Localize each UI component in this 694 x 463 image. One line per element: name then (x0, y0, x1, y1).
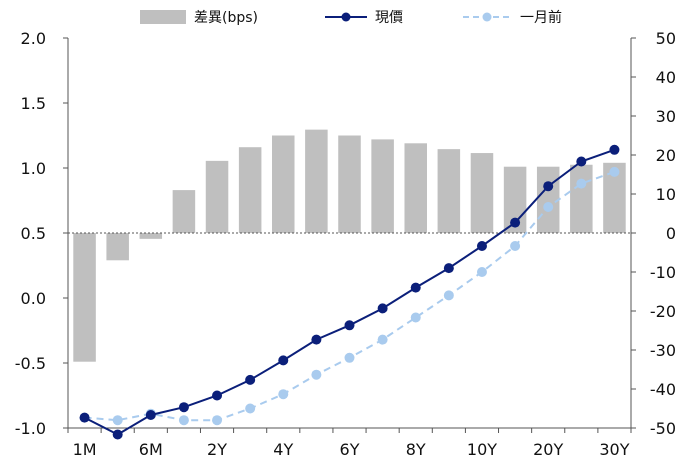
legend-label-current: 現價 (375, 9, 403, 26)
legend: 差異(bps) 現價 一月前 (140, 9, 562, 26)
x-tick-label: 8Y (406, 440, 426, 459)
current-point-6Y (344, 320, 355, 331)
legend-label-bar: 差異(bps) (194, 10, 258, 26)
current-point-1Y (178, 402, 189, 413)
bar-5Y (305, 129, 328, 233)
axes: -1.0 -0.5 0.0 0.5 1.0 1.5 2.0 -50 -40 -30 -20 -10 0 1… (15, 29, 676, 459)
prior-month-point-6Y (344, 352, 355, 363)
current-point-30Y (609, 144, 620, 155)
bar-8Y (404, 143, 427, 233)
legend-label-prior: 一月前 (520, 9, 562, 26)
current-point-10Y (476, 241, 487, 251)
line-series (79, 144, 620, 440)
prior-month-point-2Y (212, 415, 223, 426)
current-point-15Y (510, 217, 521, 228)
prior-month-point-10Y (476, 267, 487, 277)
prior-month-point-7Y (377, 334, 388, 345)
current-point-2Y (212, 390, 223, 401)
current-point-7Y (377, 303, 388, 314)
right-tick-label: 10 (656, 185, 676, 204)
legend-swatch-bar (140, 10, 186, 24)
current-point-1M (79, 412, 90, 423)
current-point-20Y (543, 181, 554, 192)
bar-30Y (603, 162, 626, 233)
current-point-3M (112, 429, 123, 440)
right-tick-label: 0 (666, 224, 676, 243)
bar-2Y (205, 160, 229, 233)
bar-3M (106, 233, 129, 261)
right-tick-label: -40 (650, 380, 676, 399)
prior-month-point-4Y (278, 389, 289, 400)
bar-6Y (338, 135, 361, 233)
right-tick-label: 30 (656, 107, 676, 126)
left-tick-label: 1.5 (21, 94, 46, 113)
x-tick-label: 20Y (533, 440, 563, 459)
bar-10Y (470, 153, 494, 233)
right-tick-label: -30 (650, 341, 676, 360)
prior-month-point-30Y (609, 166, 620, 177)
prior-month-point-15Y (510, 241, 521, 251)
bar-3Y (238, 147, 262, 233)
prior-month-point-25Y (576, 178, 587, 189)
current-point-9Y (443, 263, 454, 274)
right-tick-label: -10 (650, 263, 676, 282)
legend-swatch-prior-marker (482, 12, 492, 22)
bar-series (73, 129, 626, 362)
prior-month-point-1Y (178, 415, 189, 426)
right-tick-label: 20 (656, 146, 676, 165)
bar-1Y (172, 190, 196, 233)
current-point-6M (145, 410, 156, 420)
current-point-5Y (311, 334, 322, 345)
bar-6M (139, 233, 163, 239)
prior-month-point-5Y (311, 369, 322, 380)
left-tick-label: -1.0 (15, 419, 46, 438)
bar-1M (73, 233, 96, 362)
left-tick-label: 1.0 (21, 159, 46, 178)
bar-25Y (570, 164, 593, 233)
x-tick-label: 6M (139, 440, 163, 459)
right-tick-label: 50 (656, 29, 676, 48)
left-tick-label: 0.0 (21, 289, 46, 308)
legend-swatch-current-marker (341, 12, 351, 22)
left-tick-label: -0.5 (15, 354, 46, 373)
bar-7Y (371, 139, 394, 233)
current-point-25Y (576, 156, 587, 167)
bar-9Y (437, 149, 461, 233)
current-point-3Y (245, 374, 256, 385)
prior-month-point-20Y (543, 202, 554, 212)
bar-20Y (536, 166, 560, 233)
prior-month-point-3Y (245, 403, 256, 414)
prior-month-point-8Y (410, 312, 421, 323)
x-tick-label: 6Y (340, 440, 360, 459)
prior-month-point-3M (112, 415, 123, 426)
left-tick-label: 2.0 (21, 29, 46, 48)
current-point-8Y (410, 282, 421, 293)
current-point-4Y (278, 355, 289, 366)
right-tick-label: 40 (656, 68, 676, 87)
x-tick-label: 10Y (467, 440, 497, 459)
x-tick-label: 30Y (599, 440, 629, 459)
prior-month-point-9Y (443, 290, 454, 301)
x-tick-label: 2Y (207, 440, 227, 459)
right-tick-label: -50 (650, 419, 676, 438)
right-tick-label: -20 (650, 302, 676, 321)
left-tick-label: 0.5 (21, 224, 46, 243)
bar-4Y (272, 135, 295, 233)
x-tick-label: 4Y (273, 440, 293, 459)
x-tick-label: 1M (73, 440, 97, 459)
